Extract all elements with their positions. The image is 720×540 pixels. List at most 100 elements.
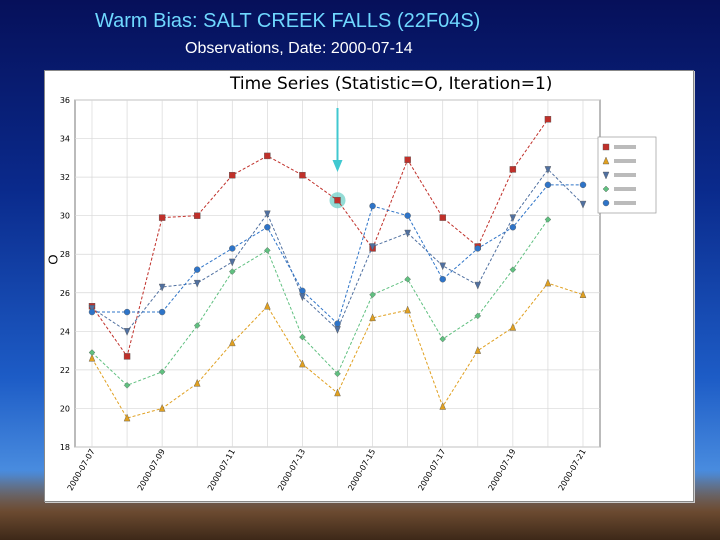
legend-swatch bbox=[602, 171, 610, 180]
legend-entry-placeholder bbox=[614, 173, 636, 177]
data-point bbox=[229, 171, 236, 179]
legend-entry-placeholder bbox=[614, 201, 636, 205]
data-point bbox=[123, 308, 131, 316]
data-point bbox=[193, 322, 201, 329]
data-point bbox=[299, 171, 306, 179]
data-point bbox=[439, 335, 446, 343]
legend-entry-placeholder bbox=[614, 187, 636, 191]
data-point bbox=[439, 276, 446, 283]
data-point bbox=[158, 308, 166, 316]
data-point bbox=[264, 152, 271, 160]
data-point bbox=[334, 197, 341, 204]
arrow-head bbox=[332, 160, 343, 172]
y-tick-label: 32 bbox=[60, 173, 70, 182]
data-point bbox=[579, 181, 587, 189]
legend-swatch bbox=[602, 143, 610, 151]
data-point bbox=[544, 116, 552, 123]
legend-swatch bbox=[602, 185, 610, 193]
data-point bbox=[88, 308, 96, 316]
slide-subtitle: Observations, Date: 2000-07-14 bbox=[185, 40, 413, 57]
y-tick-label: 30 bbox=[60, 212, 70, 221]
x-tick-label: 2000-07-21 bbox=[557, 448, 588, 493]
data-point bbox=[264, 224, 271, 231]
data-point bbox=[123, 382, 131, 389]
data-point bbox=[404, 156, 411, 163]
y-tick-label: 36 bbox=[60, 96, 70, 105]
data-point bbox=[158, 283, 166, 292]
data-point bbox=[404, 229, 411, 238]
data-point bbox=[299, 287, 306, 295]
data-point bbox=[509, 224, 517, 231]
x-tick-label: 2000-07-09 bbox=[136, 448, 167, 493]
data-point bbox=[439, 402, 447, 410]
data-point bbox=[193, 279, 201, 288]
data-point bbox=[123, 353, 131, 360]
legend-entry-placeholder bbox=[614, 145, 636, 149]
data-point bbox=[509, 214, 517, 223]
data-point bbox=[509, 166, 517, 173]
data-point bbox=[544, 166, 552, 174]
data-point bbox=[158, 214, 166, 221]
data-point bbox=[334, 320, 341, 327]
data-point bbox=[88, 305, 96, 313]
data-point bbox=[88, 353, 96, 362]
data-point bbox=[194, 212, 201, 219]
y-tick-label: 18 bbox=[60, 443, 70, 452]
data-point bbox=[229, 268, 236, 275]
data-point bbox=[509, 322, 517, 331]
legend-swatch bbox=[602, 199, 610, 207]
data-point bbox=[579, 200, 587, 209]
data-point bbox=[299, 359, 306, 368]
x-tick-label: 2000-07-19 bbox=[487, 448, 518, 493]
data-point bbox=[544, 181, 552, 189]
data-point bbox=[88, 349, 96, 356]
data-point bbox=[439, 214, 446, 221]
data-point bbox=[404, 305, 411, 314]
data-point bbox=[369, 291, 376, 298]
x-tick-label: 2000-07-13 bbox=[276, 448, 307, 493]
y-tick-label: 34 bbox=[60, 135, 70, 144]
legend-entry-placeholder bbox=[614, 159, 636, 163]
slide-title: Warm Bias: SALT CREEK FALLS (22F04S) bbox=[95, 10, 481, 32]
data-point bbox=[334, 388, 341, 397]
x-tick-label: 2000-07-07 bbox=[66, 448, 97, 493]
x-tick-label: 2000-07-11 bbox=[206, 448, 237, 493]
data-point bbox=[474, 245, 481, 252]
x-tick-label: 2000-07-17 bbox=[416, 448, 447, 493]
data-point bbox=[193, 378, 201, 387]
series-line bbox=[91, 219, 549, 386]
data-point bbox=[369, 243, 376, 252]
data-point bbox=[123, 413, 131, 422]
legend-swatch bbox=[602, 156, 610, 165]
data-point bbox=[194, 266, 201, 273]
y-tick-label: 24 bbox=[60, 327, 70, 336]
data-point bbox=[404, 276, 411, 283]
data-point bbox=[404, 212, 411, 219]
data-point bbox=[579, 290, 587, 298]
data-point bbox=[228, 338, 236, 347]
data-point bbox=[509, 266, 517, 273]
data-point bbox=[544, 216, 552, 223]
data-point bbox=[123, 328, 131, 336]
series-line bbox=[91, 118, 549, 358]
data-point bbox=[334, 370, 341, 378]
data-point bbox=[544, 278, 552, 287]
data-point bbox=[299, 333, 306, 341]
data-point bbox=[264, 210, 271, 219]
data-point bbox=[369, 313, 376, 322]
data-point bbox=[474, 312, 482, 320]
y-tick-label: 26 bbox=[60, 289, 70, 298]
y-tick-label: 22 bbox=[60, 366, 70, 375]
data-point bbox=[228, 258, 236, 267]
x-tick-label: 2000-07-15 bbox=[346, 448, 377, 493]
data-point bbox=[229, 245, 236, 252]
y-tick-label: 28 bbox=[60, 250, 70, 259]
data-point bbox=[264, 247, 271, 254]
data-point bbox=[264, 301, 271, 310]
data-point bbox=[474, 346, 482, 354]
data-point bbox=[158, 403, 166, 412]
chart-title: Time Series (Statistic=O, Iteration=1) bbox=[230, 74, 553, 94]
y-tick-label: 20 bbox=[60, 404, 70, 413]
data-point bbox=[439, 262, 447, 271]
